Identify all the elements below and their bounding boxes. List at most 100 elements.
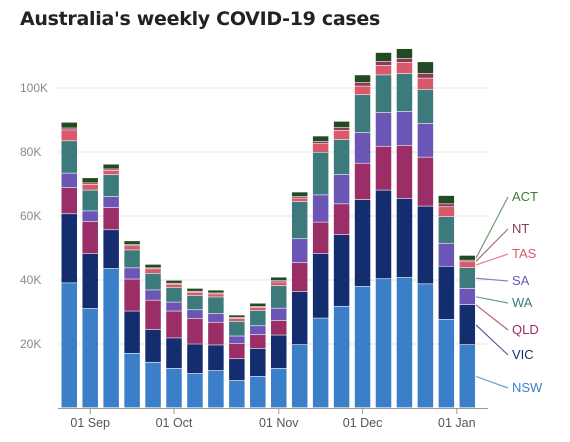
bar-segment-tas <box>187 292 203 296</box>
bar-segment-sa <box>459 267 476 289</box>
bar-segment-act <box>208 290 224 293</box>
bar-segment-nsw <box>124 353 140 408</box>
legend-leader-nt <box>475 228 509 262</box>
bar-segment-qld <box>61 187 77 214</box>
bar-segment-qld <box>354 163 371 200</box>
bar-segment-sa <box>166 287 182 302</box>
bar-segment-wa <box>312 195 329 222</box>
axes: 20K 40K 60K 80K 100K 01 Sep 01 Oct 01 Nov 01 Dec… <box>20 81 488 430</box>
bar-segment-wa <box>166 302 182 311</box>
bar-segment-vic <box>333 234 350 306</box>
bar-segment-qld <box>145 300 161 330</box>
bar-segment-tas <box>103 170 119 175</box>
legend-leader-sa <box>475 277 509 282</box>
bar-segment-tas <box>333 130 350 140</box>
bar-segment-act <box>229 315 245 317</box>
bar-segment-act <box>82 178 98 183</box>
x-tick-label: 01 Jan <box>438 416 476 430</box>
bar-segment-sa <box>250 310 266 326</box>
bar-segment-sa <box>396 73 413 112</box>
bar-segment-qld <box>166 311 182 338</box>
bar-segment-wa <box>396 111 413 145</box>
bar-segment-qld <box>291 262 308 292</box>
chart-title: Australia's weekly COVID-19 cases <box>20 8 380 30</box>
y-tick-label: 80K <box>20 145 41 159</box>
legend-leader-vic <box>475 324 509 356</box>
legend-label-sa: SA <box>512 273 530 288</box>
bar-segment-nsw <box>61 283 77 408</box>
bar-segment-nt <box>103 169 119 170</box>
bar-segment-wa <box>61 173 77 188</box>
bar-segment-vic <box>438 266 455 320</box>
bar-segment-wa <box>417 123 434 157</box>
bar-segment-tas <box>124 246 140 250</box>
bar-segment-qld <box>271 320 287 335</box>
bar-segment-wa <box>187 310 203 319</box>
legend-label-tas: TAS <box>512 246 537 261</box>
bar-segment-tas <box>61 130 77 141</box>
bar-segment-wa <box>124 268 140 279</box>
bar-segment-tas <box>375 65 392 75</box>
bar-segment-wa <box>82 211 98 222</box>
bar-segment-wa <box>229 336 245 344</box>
bar-segment-vic <box>103 230 119 269</box>
bar-segment-tas <box>312 144 329 153</box>
bar-segment-sa <box>229 321 245 336</box>
bar-segment-tas <box>229 318 245 321</box>
bar-segment-sa <box>333 139 350 175</box>
bar-segment-nt <box>333 128 350 130</box>
bar-segment-act <box>187 288 203 291</box>
bar-segment-tas <box>208 294 224 297</box>
bar-segment-vic <box>459 304 476 345</box>
bar-segment-nsw <box>375 279 392 408</box>
bar-segment-act <box>271 277 287 281</box>
bar-segment-sa <box>124 250 140 268</box>
bar-segment-qld <box>124 279 140 311</box>
bar-segment-sa <box>438 216 455 243</box>
bar-segment-vic <box>291 291 308 345</box>
bar-segment-tas <box>166 284 182 288</box>
bar-segment-sa <box>375 75 392 113</box>
bar-segment-tas <box>396 62 413 74</box>
bar-segment-nt <box>396 58 413 63</box>
bar-segment-qld <box>187 318 203 344</box>
y-tick-label: 40K <box>20 273 41 287</box>
bar-segment-nt <box>124 244 140 246</box>
bar-segment-tas <box>291 198 308 202</box>
bar-segment-tas <box>417 78 434 89</box>
x-tick-label: 01 Sep <box>70 416 110 430</box>
legend-label-vic: VIC <box>512 347 534 362</box>
bar-segment-wa <box>459 288 476 305</box>
legend-leader-act <box>475 196 509 259</box>
bar-segment-nt <box>438 204 455 207</box>
bar-segment-nt <box>375 61 392 65</box>
bar-segment-nt <box>61 128 77 130</box>
legend-label-act: ACT <box>512 189 538 204</box>
bar-segment-sa <box>271 286 287 308</box>
bar-segment-vic <box>124 311 140 353</box>
bar-segment-act <box>354 75 371 83</box>
legend-leader-wa <box>475 296 509 304</box>
bar-segment-vic <box>187 344 203 374</box>
x-tick-label: 01 Dec <box>343 416 383 430</box>
legend-leader-tas <box>475 253 509 266</box>
x-tick-label: 01 Oct <box>156 416 193 430</box>
bar-segment-tas <box>82 184 98 190</box>
bar-segment-nt <box>82 183 98 185</box>
bar-segment-qld <box>208 322 224 345</box>
bar-segment-tas <box>145 269 161 273</box>
legend: ACT NT TAS SA WA QLD VIC NSW <box>475 189 543 395</box>
bar-segment-nsw <box>396 277 413 408</box>
y-tick-label: 100K <box>20 81 48 95</box>
bar-segment-wa <box>375 112 392 146</box>
bar-segment-sa <box>103 175 119 197</box>
bar-segment-nsw <box>103 268 119 408</box>
legend-label-nsw: NSW <box>512 380 543 395</box>
bar-segment-vic <box>312 253 329 318</box>
legend-label-qld: QLD <box>512 322 539 337</box>
bar-segment-act <box>61 122 77 128</box>
bar-segment-qld <box>229 343 245 359</box>
bar-segment-qld <box>82 221 98 254</box>
bar-segment-qld <box>396 145 413 199</box>
bar-segment-tas <box>354 86 371 95</box>
